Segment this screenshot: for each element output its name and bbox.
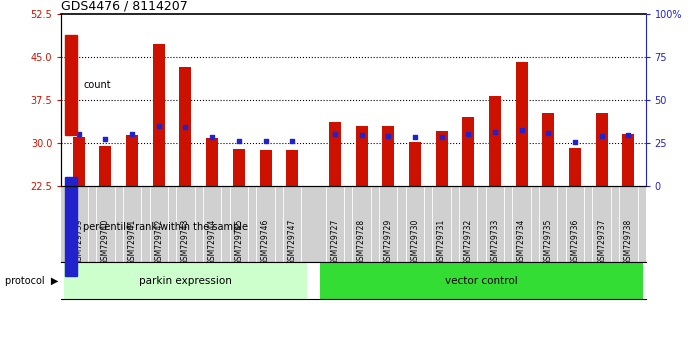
Point [260,138,271,144]
Text: vector control: vector control [445,275,518,286]
Bar [260,150,272,186]
Point [126,131,138,137]
Point [233,138,244,143]
Bar [542,113,554,186]
Text: percentile rank within the sample: percentile rank within the sample [83,222,248,232]
Point [356,132,367,138]
Point [516,127,527,133]
Text: protocol  ▶: protocol ▶ [5,275,58,286]
Bar [286,150,298,186]
Bar [462,117,474,186]
Point [463,131,474,137]
Bar [206,138,218,186]
Point [329,132,341,137]
Bar [320,262,643,299]
Bar [569,148,581,186]
Bar [99,146,112,186]
Point [543,130,554,136]
Bar [65,177,77,276]
Bar [516,62,528,186]
Bar [64,262,307,299]
Bar [489,96,501,186]
Bar [623,135,634,186]
Point [100,136,111,142]
Point [73,132,84,137]
Bar [436,131,447,186]
Bar [409,142,421,186]
Text: parkin expression: parkin expression [139,275,232,286]
Point [596,133,607,139]
Bar [73,137,84,186]
Point [287,138,298,144]
Bar [126,136,138,186]
Bar [329,122,341,186]
Bar [383,126,394,186]
Bar [595,113,608,186]
Bar [153,45,165,186]
Bar [65,35,77,135]
Point [623,133,634,138]
Bar [233,149,245,186]
Point [207,134,218,139]
Bar [355,126,368,186]
Point [436,134,447,139]
Text: count: count [83,80,111,90]
Point [383,133,394,139]
Bar [179,67,191,186]
Point [180,124,191,130]
Point [570,139,581,145]
Point [154,123,165,129]
Point [489,129,500,135]
Point [409,135,420,140]
Text: GDS4476 / 8114207: GDS4476 / 8114207 [61,0,188,13]
